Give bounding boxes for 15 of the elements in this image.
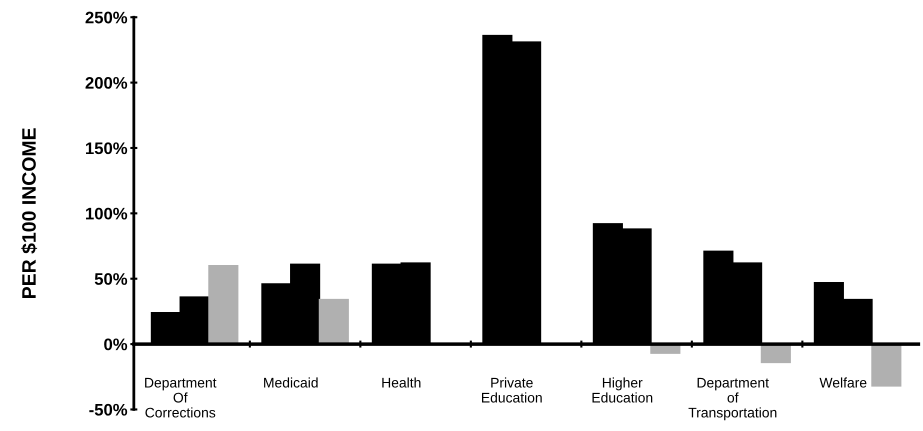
y-tick-label: -50%: [89, 404, 128, 416]
x-tick-label: Health: [382, 377, 420, 388]
x-tick-label: Medicaid: [264, 377, 318, 388]
y-tick-label: 0%: [104, 338, 128, 350]
x-tick-label: Department of Transportation: [688, 378, 776, 420]
x-tick-label: Department Of Corrections: [145, 378, 216, 418]
x-tick-label: Higher Education: [592, 377, 652, 403]
x-tick-label: Private Education: [482, 377, 542, 403]
x-tick-label: Welfare: [820, 377, 866, 388]
y-tick-label: 200%: [86, 77, 128, 89]
y-tick-label: 150%: [86, 142, 128, 154]
y-tick-label: 250%: [86, 12, 128, 24]
y-tick-label: 50%: [94, 273, 128, 285]
y-axis-title: PER $100 INCOME: [21, 128, 38, 298]
y-tick-label: 100%: [86, 208, 128, 220]
